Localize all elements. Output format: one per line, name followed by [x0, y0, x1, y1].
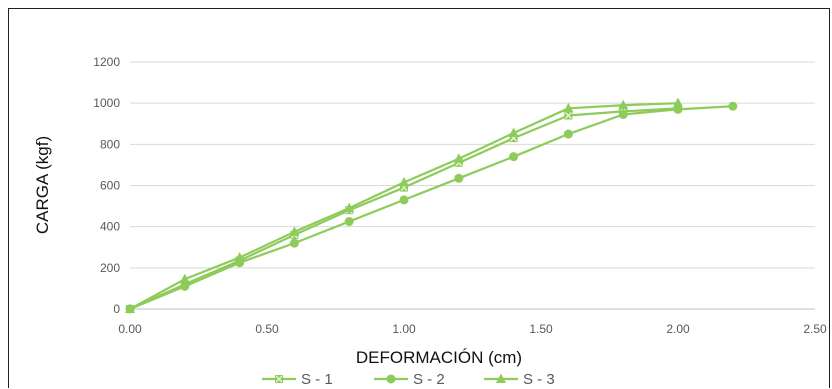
legend-label: S - 2 — [413, 371, 445, 388]
series-3 — [125, 97, 683, 313]
y-axis-title: CARGA (kgf) — [33, 136, 52, 234]
series-3-point — [673, 97, 683, 108]
legend-marker-cross — [275, 375, 283, 383]
series-2-line — [129, 105, 733, 311]
series-3-point — [508, 127, 519, 138]
x-tick-label: 2.50 — [803, 322, 827, 336]
x-axis-title: DEFORMACIÓN (cm) — [356, 348, 522, 367]
x-tick-label: 0.50 — [255, 322, 279, 336]
legend-label: S - 3 — [523, 371, 555, 388]
series-3-point — [344, 202, 355, 213]
series-2-point — [728, 101, 738, 111]
y-tick-label: 0 — [113, 302, 120, 316]
series-1-point-cross — [564, 112, 572, 120]
series-2-point — [289, 238, 299, 248]
series-2-point — [399, 195, 409, 205]
y-tick-label: 1200 — [93, 55, 120, 69]
legend-entry-3: S - 3 — [484, 371, 555, 388]
legend-marker — [496, 373, 506, 383]
series-2-point — [180, 281, 190, 291]
series-3-point — [618, 99, 629, 110]
series-3-point — [179, 273, 190, 284]
x-tick-label: 1.50 — [529, 322, 553, 336]
series-3-point — [234, 252, 245, 262]
series-3-point — [453, 153, 464, 163]
tick-labels: 0 200 400 600 800 1000 1200 0.00 0.50 1.00 1.50 2.0… — [93, 55, 827, 336]
series-3-point — [563, 102, 574, 113]
legend-marker — [275, 375, 283, 383]
y-tick-label: 1000 — [93, 96, 120, 110]
series-1-point — [564, 111, 573, 120]
y-tick-label: 200 — [100, 261, 120, 275]
series-3-line — [129, 102, 679, 310]
legend-label: S - 1 — [301, 371, 333, 388]
series-2-point — [618, 109, 628, 119]
series-2 — [125, 101, 738, 314]
series-1-line — [129, 107, 679, 311]
legend: S - 1 S - 2 S - 3 — [262, 371, 555, 388]
y-tick-label: 400 — [100, 220, 120, 234]
series-3-point — [399, 176, 409, 187]
x-tick-label: 2.00 — [666, 322, 690, 336]
series-lines — [125, 97, 738, 314]
legend-entry-2: S - 2 — [374, 371, 445, 388]
y-tick-label: 600 — [100, 179, 120, 193]
series-2-point — [344, 217, 354, 227]
series-2-point — [454, 173, 464, 183]
series-1 — [126, 104, 682, 313]
series-2-point — [563, 129, 573, 139]
series-2-point — [509, 152, 519, 162]
legend-entry-1: S - 1 — [262, 371, 333, 388]
x-tick-label: 0.00 — [118, 322, 142, 336]
series-3-point — [289, 226, 300, 236]
y-tick-label: 800 — [100, 137, 120, 151]
gridlines — [130, 61, 815, 310]
x-tick-label: 1.00 — [392, 322, 416, 336]
chart-frame — [8, 8, 830, 388]
series-3-point — [125, 303, 135, 313]
legend-marker — [386, 374, 396, 384]
